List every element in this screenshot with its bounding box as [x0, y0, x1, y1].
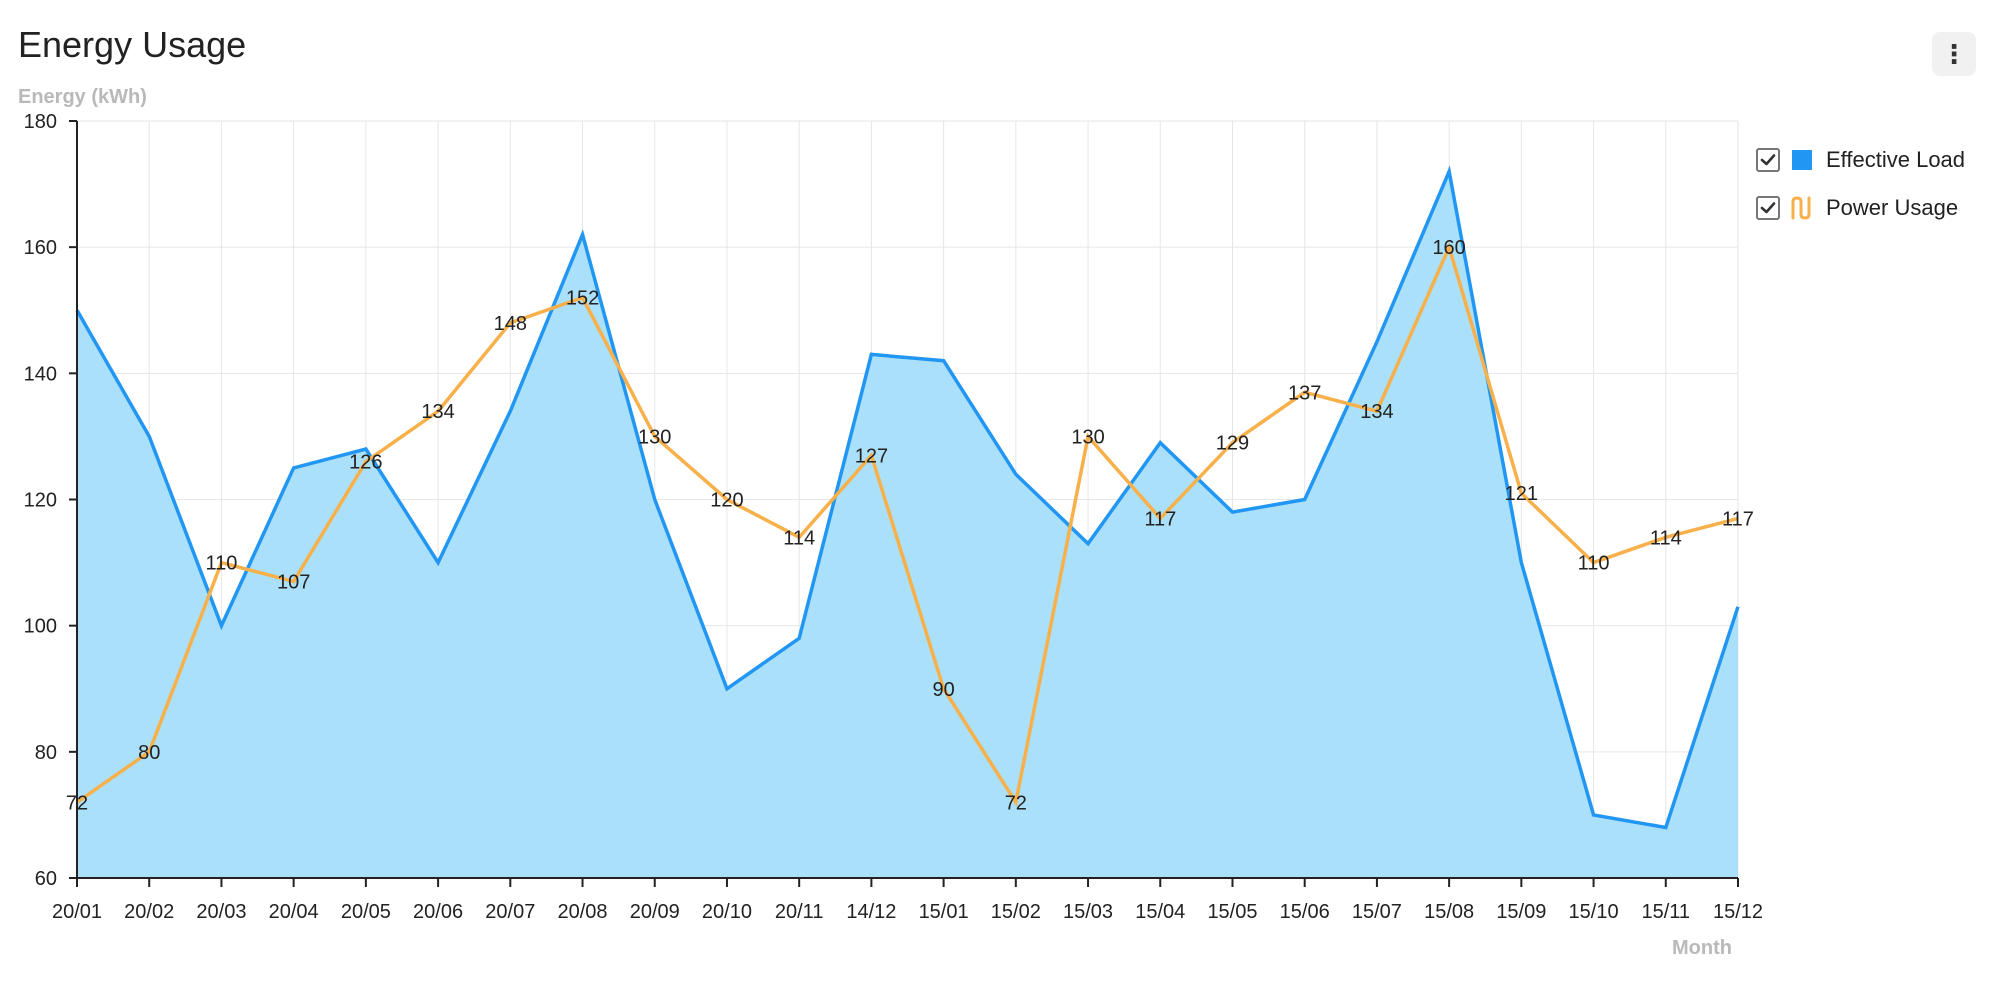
x-tick-label: 20/01 [52, 901, 102, 923]
power-usage-data-label: 134 [1360, 401, 1393, 423]
axes: 60 80 100 120 140 160 180 20/01 20/02 20/03 20/04 2… [24, 111, 1763, 923]
legend-label: Power Usage [1826, 195, 1959, 220]
power-usage-data-label: 117 [1722, 508, 1754, 530]
power-usage-data-label: 72 [66, 792, 88, 814]
x-tick-label: 20/09 [630, 901, 680, 923]
x-axis-title: Month [1672, 937, 1732, 959]
x-tick-label: 20/11 [775, 901, 824, 923]
power-usage-data-label: 127 [855, 445, 888, 467]
x-tick-label: 20/10 [702, 901, 752, 923]
power-usage-data-label: 121 [1505, 483, 1538, 505]
line-swatch-icon [1791, 196, 1811, 220]
effective-load-line [75, 165, 1740, 830]
power-usage-data-label: 80 [138, 742, 160, 764]
checkbox-power-usage[interactable] [1756, 196, 1780, 220]
y-tick-label: 80 [35, 742, 57, 764]
power-usage-data-label: 148 [494, 313, 527, 335]
effective-load-area [77, 171, 1738, 878]
x-tick-label: 15/02 [991, 901, 1041, 923]
power-usage-series [75, 242, 1739, 807]
x-tick-label: 20/06 [413, 901, 463, 923]
line-swatch-path [1791, 196, 1811, 220]
square-swatch-icon [1792, 150, 1812, 170]
y-tick-label: 100 [24, 616, 57, 638]
x-tick-label: 20/07 [485, 901, 535, 923]
y-tick-label: 160 [24, 237, 57, 259]
legend-item-power-usage[interactable]: Power Usage [1756, 191, 1965, 225]
x-tick-label: 15/06 [1280, 901, 1330, 923]
power-usage-data-label: 137 [1288, 382, 1321, 404]
x-tick-label: 20/04 [269, 901, 319, 923]
data-labels: 72 80 110 107 126 134 148 152 130 120 114 127 90 72 13… [66, 237, 1754, 814]
y-tick-label: 60 [35, 868, 57, 890]
x-tick-label: 15/03 [1063, 901, 1113, 923]
y-axis-title: Energy (kWh) [18, 86, 147, 108]
power-usage-line [75, 242, 1739, 807]
x-tick-label: 20/05 [341, 901, 391, 923]
check-icon [1760, 202, 1776, 214]
legend-item-effective-load[interactable]: Effective Load [1756, 143, 1965, 177]
power-usage-data-label: 130 [1071, 426, 1104, 448]
x-tick-label: 15/01 [919, 901, 969, 923]
x-tick-label: 15/12 [1713, 901, 1763, 923]
power-usage-data-label: 107 [277, 572, 310, 594]
legend: Effective Load Power Usage [1756, 143, 1965, 239]
checkbox-effective-load[interactable] [1756, 148, 1780, 172]
x-tick-label: 20/08 [557, 901, 607, 923]
more-options-button[interactable]: ⋮ [1932, 32, 1976, 76]
x-tick-label: 15/10 [1569, 901, 1619, 923]
power-usage-data-label: 114 [783, 527, 815, 549]
chart-title: Energy Usage [18, 24, 247, 65]
x-tick-label: 14/12 [846, 901, 896, 923]
power-usage-data-label: 114 [1650, 527, 1682, 549]
power-usage-data-label: 129 [1216, 433, 1249, 455]
x-tick-label: 15/07 [1352, 901, 1402, 923]
power-usage-data-label: 126 [349, 452, 382, 474]
effective-load-series [75, 165, 1740, 878]
y-tick-label: 120 [24, 490, 57, 512]
x-tick-label: 15/08 [1424, 901, 1474, 923]
x-tick-label: 15/11 [1641, 901, 1690, 923]
power-usage-data-label: 117 [1144, 508, 1176, 530]
x-tick-label: 15/05 [1207, 901, 1257, 923]
power-usage-data-label: 110 [1578, 553, 1610, 575]
y-tick-label: 140 [24, 363, 57, 385]
power-usage-data-label: 130 [638, 426, 671, 448]
power-usage-data-label: 90 [932, 679, 954, 701]
x-tick-label: 20/02 [124, 901, 174, 923]
power-usage-data-label: 134 [421, 401, 454, 423]
power-usage-data-label: 120 [710, 490, 743, 512]
check-icon [1760, 154, 1776, 166]
power-usage-data-label: 152 [566, 288, 599, 310]
power-usage-data-label: 72 [1005, 792, 1027, 814]
x-tick-label: 20/03 [196, 901, 246, 923]
x-tick-label: 15/09 [1496, 901, 1546, 923]
x-tick-label: 15/04 [1135, 901, 1185, 923]
power-usage-data-label: 110 [205, 553, 237, 575]
y-tick-label: 180 [24, 111, 57, 133]
more-vertical-icon: ⋮ [1941, 38, 1967, 69]
legend-label: Effective Load [1826, 147, 1966, 172]
power-usage-data-label: 160 [1432, 237, 1465, 259]
